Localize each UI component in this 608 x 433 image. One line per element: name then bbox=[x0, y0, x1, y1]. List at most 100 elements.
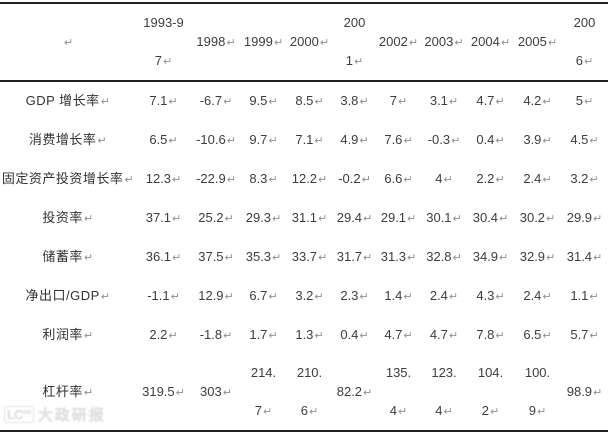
paragraph-return-icon: ↵ bbox=[363, 211, 373, 225]
cell-text: 3.1 bbox=[429, 93, 448, 108]
cell-line: 35.3↵ bbox=[241, 238, 286, 276]
cell-line: 净出口/GDP↵ bbox=[0, 277, 136, 315]
cell-line: 3.9↵ bbox=[514, 121, 561, 159]
value-cell: 3.2↵ bbox=[286, 276, 333, 315]
value-cell: 12.2↵ bbox=[286, 159, 333, 198]
cell-text: 200 bbox=[573, 15, 596, 30]
cell-line: 29.4↵ bbox=[333, 199, 376, 237]
paragraph-return-icon: ↵ bbox=[495, 328, 505, 342]
value-cell: 30.4↵ bbox=[467, 198, 514, 237]
cell-line: GDP 增长率↵ bbox=[0, 82, 136, 120]
table-row-profit-rate: 利润率↵ 2.2↵ -1.8↵ 1.7↵ 1.3↵ 0.4↵ 4.7↵ 4.7↵ 7.8↵ 6.5… bbox=[0, 315, 608, 354]
value-cell: -1.8↵ bbox=[191, 315, 241, 354]
cell-line: 7.8↵ bbox=[467, 316, 514, 354]
cell-text: 37.5 bbox=[198, 248, 224, 264]
cell-line: 消费增长率↵ bbox=[0, 121, 136, 159]
row-label-consumption-growth-rate: 消费增长率↵ bbox=[0, 120, 136, 159]
value-cell: 7.1↵ bbox=[136, 81, 191, 120]
cell-text: 29.1 bbox=[380, 209, 407, 225]
cell-line: 9↵ bbox=[514, 392, 561, 430]
cell-line: 4.7↵ bbox=[376, 316, 421, 354]
cell-line: 3.8↵ bbox=[333, 82, 376, 120]
paragraph-return-icon: ↵ bbox=[100, 289, 111, 303]
value-cell: 6.5↵ bbox=[514, 315, 561, 354]
paragraph-return-icon: ↵ bbox=[452, 250, 462, 264]
cell-text: 29.9 bbox=[566, 209, 593, 225]
value-cell: 35.3↵ bbox=[241, 237, 286, 276]
cell-text: 8.3 bbox=[249, 170, 268, 186]
cell-line: 7↵ bbox=[136, 42, 191, 80]
cell-line: 200 bbox=[333, 4, 376, 42]
cell-line: 210. bbox=[286, 354, 333, 392]
value-cell: 37.5↵ bbox=[191, 237, 241, 276]
table-row-leverage-ratio: 杠杆率↵ 319.5↵ 303↵ 214. 7↵ 210. 6↵ 82.2↵ 135. 4↵ 123… bbox=[0, 354, 608, 431]
cell-line: 2.4↵ bbox=[514, 160, 561, 198]
cell-line: 6.5↵ bbox=[136, 121, 191, 159]
paragraph-return-icon: ↵ bbox=[172, 250, 182, 264]
cell-line: 30.4↵ bbox=[467, 199, 514, 237]
cell-line: 投资率↵ bbox=[0, 199, 136, 237]
row-label-leverage-ratio: 杠杆率↵ bbox=[0, 354, 136, 431]
paragraph-return-icon: ↵ bbox=[268, 328, 278, 342]
paragraph-return-icon: ↵ bbox=[593, 211, 603, 225]
cell-line: 2003↵ bbox=[421, 23, 467, 61]
cell-line: 7↵ bbox=[241, 392, 286, 430]
cell-line: 7.1↵ bbox=[136, 82, 191, 120]
cell-text: 4.7 bbox=[384, 326, 403, 342]
cell-line: 2.4↵ bbox=[421, 277, 467, 315]
cell-line: 4.3↵ bbox=[467, 277, 514, 315]
cell-line: 4↵ bbox=[421, 392, 467, 430]
cell-line: -1.1↵ bbox=[136, 277, 191, 315]
value-cell: -10.6↵ bbox=[191, 120, 241, 159]
paragraph-return-icon: ↵ bbox=[268, 95, 278, 108]
cell-text: 7.6 bbox=[384, 131, 403, 147]
value-cell: 34.9↵ bbox=[467, 237, 514, 276]
cell-line: 9.7↵ bbox=[241, 121, 286, 159]
value-cell: 36.1↵ bbox=[136, 237, 191, 276]
cell-text: 4 bbox=[435, 403, 443, 418]
paragraph-return-icon: ↵ bbox=[448, 289, 459, 303]
paragraph-return-icon: ↵ bbox=[263, 405, 273, 418]
cell-line: 36.1↵ bbox=[136, 238, 191, 276]
cell-text: 6 bbox=[575, 53, 583, 68]
paragraph-return-icon: ↵ bbox=[542, 172, 552, 186]
value-cell: 123. 4↵ bbox=[421, 354, 467, 431]
paragraph-return-icon: ↵ bbox=[542, 289, 552, 303]
cell-text: 1 bbox=[345, 53, 353, 68]
value-cell: 12.3↵ bbox=[136, 159, 191, 198]
year-column-header: 2004↵ bbox=[467, 3, 514, 81]
paragraph-return-icon: ↵ bbox=[542, 95, 552, 108]
cell-line: 固定资产投资增长率↵ bbox=[0, 160, 136, 198]
cell-text: 2.4 bbox=[429, 287, 448, 303]
value-cell: 31.3↵ bbox=[376, 237, 421, 276]
value-cell: 210. 6↵ bbox=[286, 354, 333, 431]
paragraph-return-icon: ↵ bbox=[584, 95, 594, 108]
cell-text: 12.9 bbox=[198, 287, 224, 303]
value-cell: 32.9↵ bbox=[514, 237, 561, 276]
cell-line: 1.4↵ bbox=[376, 277, 421, 315]
cell-text: 7.1 bbox=[295, 131, 314, 147]
value-cell: 1.7↵ bbox=[241, 315, 286, 354]
year-column-header: 200 6↵ bbox=[561, 3, 608, 81]
paragraph-return-icon: ↵ bbox=[172, 211, 182, 225]
year-column-header: 2005↵ bbox=[514, 3, 561, 81]
cell-line: -22.9↵ bbox=[191, 160, 241, 198]
cell-text: 98.9 bbox=[566, 384, 593, 399]
cell-line: 4↵ bbox=[421, 160, 467, 198]
header-row: ↵ 1993-9 7↵ 1998↵ 1999↵ 2000↵ 200 1↵ 2002↵ 2003↵ 2… bbox=[0, 3, 608, 81]
cell-text: 7 bbox=[389, 93, 397, 108]
cell-line: 5↵ bbox=[561, 82, 608, 120]
paragraph-return-icon: ↵ bbox=[314, 328, 324, 342]
row-label-profit-rate: 利润率↵ bbox=[0, 315, 136, 354]
cell-text: 319.5 bbox=[142, 384, 175, 399]
cell-line: 37.1↵ bbox=[136, 199, 191, 237]
value-cell: 2.4↵ bbox=[514, 159, 561, 198]
cell-line: 29.1↵ bbox=[376, 199, 421, 237]
cell-line: 29.9↵ bbox=[561, 199, 608, 237]
value-cell: 319.5↵ bbox=[136, 354, 191, 431]
cell-line: 30.2↵ bbox=[514, 199, 561, 237]
cell-text: 利润率 bbox=[42, 326, 83, 342]
cell-text: -0.3 bbox=[427, 131, 451, 147]
paragraph-return-icon: ↵ bbox=[363, 250, 373, 264]
value-cell: 4.7↵ bbox=[467, 81, 514, 120]
